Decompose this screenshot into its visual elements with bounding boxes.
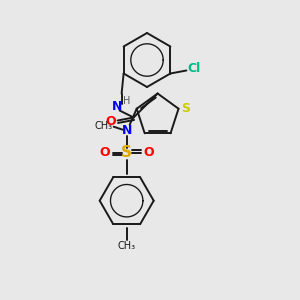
- Text: Cl: Cl: [188, 62, 201, 75]
- Text: O: O: [105, 115, 116, 128]
- Text: S: S: [121, 145, 132, 160]
- Text: O: O: [143, 146, 154, 159]
- Text: N: N: [122, 124, 132, 137]
- Text: CH₃: CH₃: [118, 241, 136, 251]
- Text: N: N: [111, 100, 122, 113]
- Text: H: H: [123, 97, 130, 106]
- Text: CH₃: CH₃: [94, 121, 113, 131]
- Text: S: S: [181, 102, 190, 115]
- Text: O: O: [99, 146, 110, 159]
